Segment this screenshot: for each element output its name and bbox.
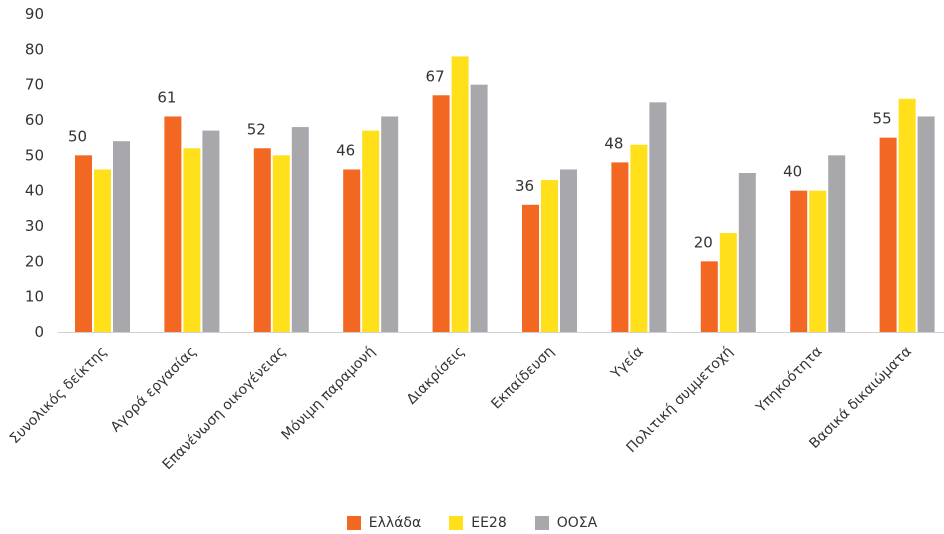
- bar: [630, 145, 647, 332]
- bar: [880, 138, 897, 332]
- bar: [452, 56, 469, 332]
- legend-label-oecd: ΟΟΣΑ: [557, 515, 597, 531]
- data-label: 52: [247, 120, 266, 138]
- bar: [720, 233, 737, 332]
- bar: [254, 148, 271, 332]
- bar: [381, 116, 398, 332]
- y-tick-label: 90: [25, 5, 44, 23]
- y-tick-label: 40: [25, 182, 44, 200]
- data-label: 67: [426, 67, 445, 85]
- y-tick-label: 80: [25, 40, 44, 58]
- data-label: 36: [515, 177, 534, 195]
- legend-swatch-eu28: [449, 516, 463, 530]
- legend-item-oecd: ΟΟΣΑ: [535, 515, 597, 531]
- y-tick-label: 60: [25, 111, 44, 129]
- bar-chart: 0 10 20 30 40 50 60 70 80 90 50 61 52 46 67 36 48 20 40 55…: [0, 0, 944, 510]
- bar: [362, 131, 379, 332]
- bar: [164, 116, 181, 332]
- y-tick-label: 70: [25, 76, 44, 94]
- data-label: 20: [694, 233, 713, 251]
- x-tick-label: Βασικά δικαιώματα: [806, 344, 914, 452]
- legend-item-eu28: ΕΕ28: [449, 515, 507, 531]
- bar: [739, 173, 756, 332]
- bar: [75, 155, 92, 332]
- bar: [899, 99, 916, 332]
- y-tick-label: 10: [25, 288, 44, 306]
- x-tick-label: Αγορά εργασίας: [108, 344, 200, 436]
- data-label: 46: [336, 141, 355, 159]
- legend-label-greece: Ελλάδα: [369, 515, 421, 531]
- bars: [75, 56, 935, 332]
- bar: [918, 116, 935, 332]
- bar: [611, 162, 628, 332]
- bar: [113, 141, 130, 332]
- legend-label-eu28: ΕΕ28: [471, 515, 507, 531]
- bar: [343, 169, 360, 332]
- x-tick-label: Συνολικός δείκτης: [7, 344, 111, 448]
- y-tick-label: 30: [25, 217, 44, 235]
- bar: [273, 155, 290, 332]
- x-tick-label: Εκπαίδευση: [488, 344, 557, 413]
- bar: [292, 127, 309, 332]
- data-label: 55: [873, 110, 892, 128]
- bar: [809, 191, 826, 332]
- bar: [94, 169, 111, 332]
- bar: [522, 205, 539, 332]
- x-tick-label: Διακρίσεις: [404, 344, 468, 408]
- legend-item-greece: Ελλάδα: [347, 515, 421, 531]
- bar: [433, 95, 450, 332]
- y-axis: 0 10 20 30 40 50 60 70 80 90: [25, 5, 44, 341]
- legend-swatch-greece: [347, 516, 361, 530]
- y-tick-label: 0: [34, 323, 44, 341]
- x-tick-label: Υγεία: [608, 344, 647, 383]
- legend: Ελλάδα ΕΕ28 ΟΟΣΑ: [0, 512, 944, 534]
- bar: [560, 169, 577, 332]
- x-tick-label: Υπηκοότητα: [753, 344, 826, 417]
- bar: [790, 191, 807, 332]
- bar: [202, 131, 219, 332]
- data-label: 61: [157, 88, 176, 106]
- bar: [183, 148, 200, 332]
- bar: [828, 155, 845, 332]
- bar: [649, 102, 666, 332]
- data-label: 40: [783, 163, 802, 181]
- legend-swatch-oecd: [535, 516, 549, 530]
- bar: [471, 85, 488, 332]
- data-label: 50: [68, 127, 87, 145]
- bar: [541, 180, 558, 332]
- data-label: 48: [604, 134, 623, 152]
- x-tick-label: Μόνιμη παραμονή: [279, 344, 379, 444]
- bar: [701, 261, 718, 332]
- y-tick-label: 50: [25, 146, 44, 164]
- y-tick-label: 20: [25, 252, 44, 270]
